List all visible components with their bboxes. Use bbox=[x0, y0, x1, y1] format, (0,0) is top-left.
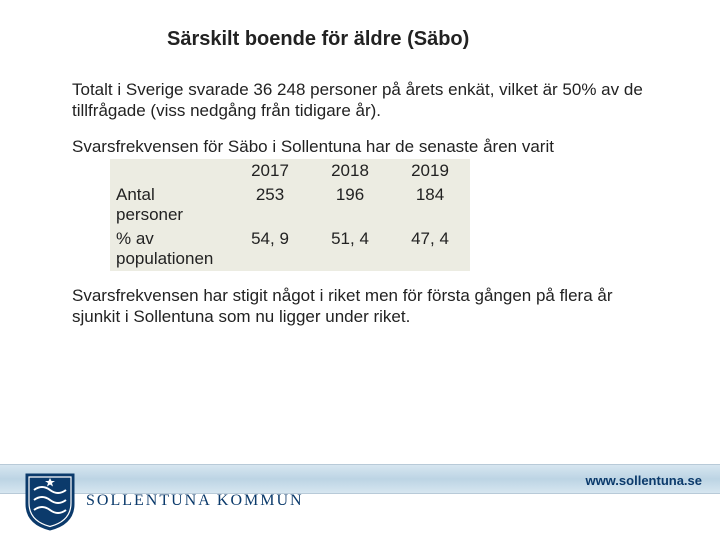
content-area: Särskilt boende för äldre (Säbo) Totalt … bbox=[72, 28, 662, 341]
table-cell: 196 bbox=[310, 183, 390, 227]
table-row-label: Antal personer bbox=[110, 183, 230, 227]
table-cell: 184 bbox=[390, 183, 470, 227]
paragraph-table-lead: Svarsfrekvensen för Säbo i Sollentuna ha… bbox=[72, 136, 662, 157]
response-table: 2017 2018 2019 Antal personer 253 196 18… bbox=[110, 159, 662, 271]
shield-icon bbox=[22, 470, 78, 532]
table-cell: 253 bbox=[230, 183, 310, 227]
paragraph-intro: Totalt i Sverige svarade 36 248 personer… bbox=[72, 79, 662, 122]
table-row: Antal personer 253 196 184 bbox=[110, 183, 470, 227]
table-row-label: % av populationen bbox=[110, 227, 230, 271]
table-header-row: 2017 2018 2019 bbox=[110, 159, 470, 183]
table-cell: 47, 4 bbox=[390, 227, 470, 271]
page-title: Särskilt boende för äldre (Säbo) bbox=[167, 28, 662, 51]
slide: Särskilt boende för äldre (Säbo) Totalt … bbox=[0, 0, 720, 540]
table-header-year: 2018 bbox=[310, 159, 390, 183]
footer: www.sollentuna.se SOLLENTUNA KOMMUN bbox=[0, 464, 720, 540]
table-header-year: 2017 bbox=[230, 159, 310, 183]
table-cell: 51, 4 bbox=[310, 227, 390, 271]
table-header-blank bbox=[110, 159, 230, 183]
kommun-name: SOLLENTUNA KOMMUN bbox=[86, 492, 304, 510]
table-header-year: 2019 bbox=[390, 159, 470, 183]
table-row: % av populationen 54, 9 51, 4 47, 4 bbox=[110, 227, 470, 271]
table-cell: 54, 9 bbox=[230, 227, 310, 271]
logo: SOLLENTUNA KOMMUN bbox=[22, 470, 304, 532]
paragraph-conclusion: Svarsfrekvensen har stigit något i riket… bbox=[72, 285, 662, 328]
footer-url: www.sollentuna.se bbox=[585, 473, 702, 488]
